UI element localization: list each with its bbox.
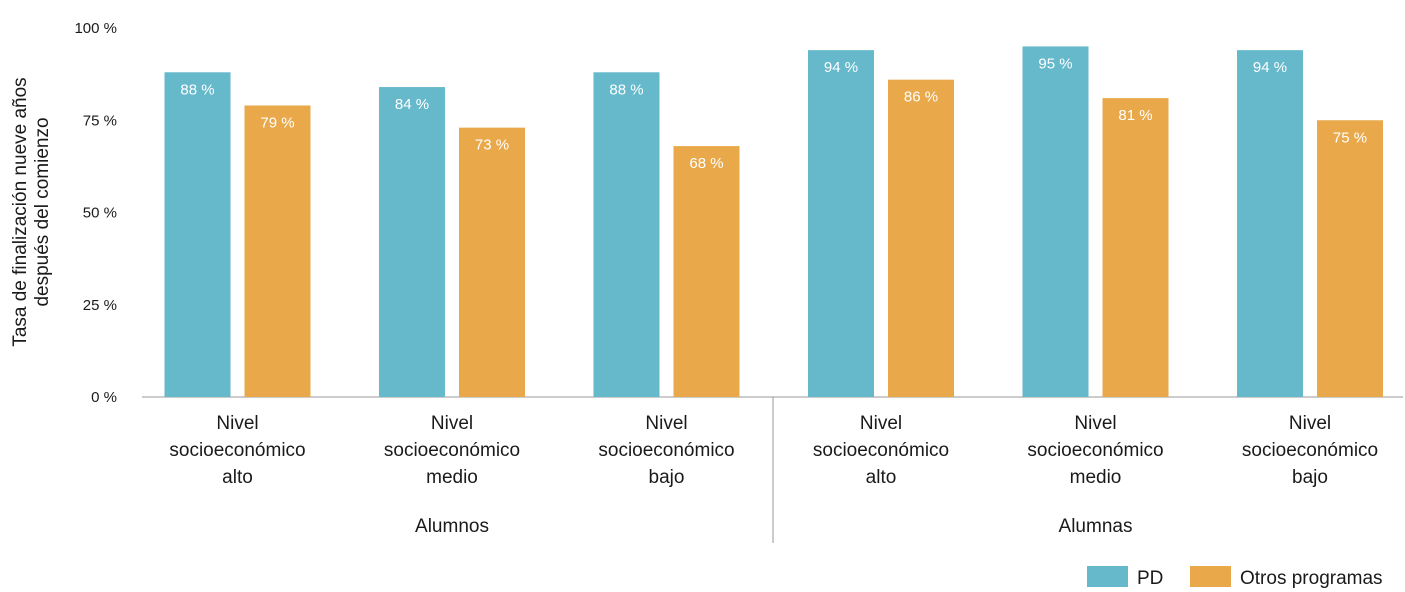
- legend-swatch-pd: [1087, 566, 1128, 587]
- bar-value-label: 88 %: [609, 81, 643, 98]
- category-label-line: medio: [426, 467, 478, 488]
- bar-otros-programas: [244, 105, 311, 398]
- category-label-line: bajo: [649, 467, 685, 488]
- group-label: Alumnos: [415, 516, 489, 537]
- category-label-line: socioeconómico: [1027, 440, 1163, 461]
- bar-value-label: 81 %: [1118, 107, 1152, 124]
- category-label-line: socioeconómico: [169, 440, 305, 461]
- y-axis-label: Tasa de finalización nueve años después d…: [10, 77, 53, 346]
- y-tick-label: 25 %: [83, 297, 117, 314]
- category-labels: Nivel socioeconómico alto Nivel socioeconómi…: [169, 413, 1378, 488]
- y-tick-label: 50 %: [83, 205, 117, 222]
- legend-label: Otros programas: [1240, 568, 1383, 589]
- bar-otros-programas: [1102, 98, 1169, 398]
- bar-pd: [593, 72, 660, 397]
- category-label-line: socioeconómico: [1242, 440, 1378, 461]
- bar-otros-programas: [888, 79, 954, 397]
- bar-value-label: 88 %: [180, 81, 214, 98]
- y-tick-label: 100 %: [74, 20, 117, 37]
- y-tick-label: 0 %: [91, 389, 117, 406]
- bar-value-label: 79 %: [260, 114, 294, 131]
- bar-otros-programas: [673, 146, 740, 397]
- bar-value-label: 94 %: [824, 59, 858, 76]
- category-label-line: socioeconómico: [598, 440, 734, 461]
- y-axis-title-line: después del comienzo: [32, 117, 53, 306]
- category-label-line: medio: [1070, 467, 1122, 488]
- category-label-line: alto: [866, 467, 897, 488]
- y-axis-ticks: 0 % 25 % 50 % 75 % 100 %: [74, 20, 117, 406]
- category-label-line: Nivel: [860, 413, 902, 434]
- category-label-line: socioeconómico: [813, 440, 949, 461]
- category-label-line: Nivel: [645, 413, 687, 434]
- category-label-line: bajo: [1292, 467, 1328, 488]
- legend-swatch-otros-programas: [1190, 566, 1231, 587]
- category-label-line: socioeconómico: [384, 440, 520, 461]
- category-label-line: Nivel: [1074, 413, 1116, 434]
- bar-value-label: 86 %: [904, 89, 938, 106]
- bar-value-label: 75 %: [1333, 129, 1367, 146]
- bar-value-label: 73 %: [475, 137, 509, 154]
- y-tick-label: 75 %: [83, 112, 117, 129]
- group-label: Alumnas: [1059, 516, 1133, 537]
- bars: 88 % 79 % 84 % 73 % 88 % 68 % 94 % 86 % 95 % 81 %…: [164, 46, 1383, 398]
- category-label-line: alto: [222, 467, 253, 488]
- legend-label: PD: [1137, 568, 1163, 589]
- bar-value-label: 94 %: [1253, 59, 1287, 76]
- bar-pd: [379, 87, 445, 397]
- bar-pd: [1237, 50, 1303, 397]
- bar-pd: [1022, 46, 1089, 397]
- bar-otros-programas: [459, 127, 525, 397]
- bar-pd: [808, 50, 874, 397]
- category-label-line: Nivel: [1289, 413, 1331, 434]
- bar-pd: [164, 72, 231, 397]
- y-axis-title-line: Tasa de finalización nueve años: [10, 77, 31, 346]
- bar-value-label: 84 %: [395, 96, 429, 113]
- bar-otros-programas: [1317, 120, 1383, 397]
- bar-value-label: 68 %: [689, 155, 723, 172]
- bar-value-label: 95 %: [1038, 55, 1072, 72]
- legend: PD Otros programas: [1087, 566, 1383, 589]
- category-label-line: Nivel: [216, 413, 258, 434]
- category-label-line: Nivel: [431, 413, 473, 434]
- group-labels: Alumnos Alumnas: [415, 516, 1132, 537]
